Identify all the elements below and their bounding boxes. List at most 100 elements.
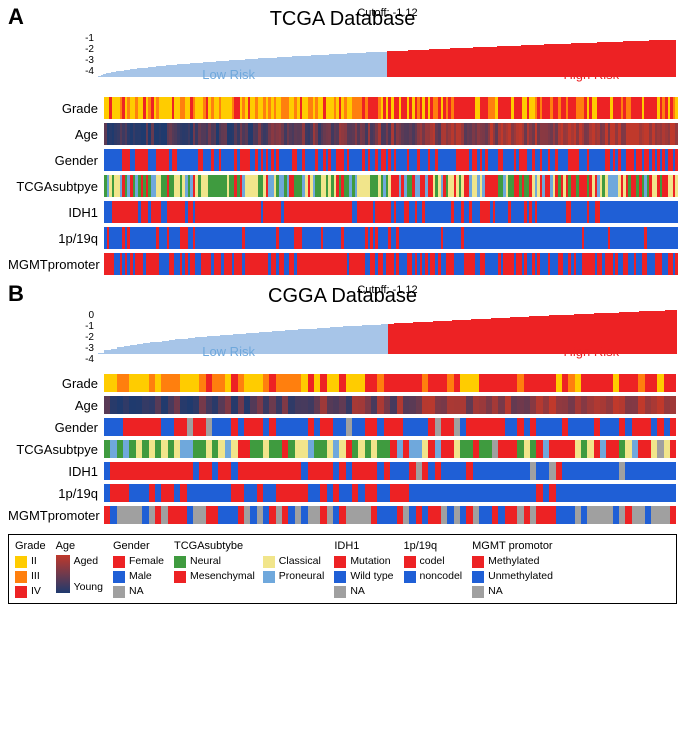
panel-a-risk: -1-2-3-4 Cutoff: -1.12 Low Risk High Ris…	[98, 33, 677, 93]
track-row: IDH1	[8, 201, 677, 223]
legend-col: IDH1 Mutation Wild type NA	[334, 540, 393, 598]
legend-title: 1p/19q	[404, 540, 463, 552]
legend-label: Proneural	[279, 570, 325, 583]
track-row: Age	[8, 123, 677, 145]
legend-label: Mesenchymal	[190, 570, 255, 583]
swatch-icon	[174, 556, 186, 568]
swatch-icon	[15, 571, 27, 583]
legend-item: Mesenchymal	[174, 570, 255, 583]
track-label: MGMTpromoter	[8, 508, 104, 523]
track-label: 1p/19q	[8, 231, 104, 246]
track-strip	[104, 374, 677, 392]
risk-axis-b: 0-1-2-3-4	[70, 310, 94, 354]
cutoff-a: Cutoff: -1.12	[357, 7, 417, 19]
legend-label: Methylated	[488, 555, 539, 568]
track-label: TCGAsubtpye	[8, 442, 104, 457]
panel-b-risk: 0-1-2-3-4 Cutoff: -1.12 Low Risk High Ri…	[98, 310, 677, 370]
legend-label: Mutation	[350, 555, 390, 568]
legend-label: Female	[129, 555, 164, 568]
legend-title: IDH1	[334, 540, 393, 552]
legend-label: noncodel	[420, 570, 463, 583]
panel-a: A TCGA Database -1-2-3-4 Cutoff: -1.12 L…	[8, 8, 677, 275]
swatch-icon	[404, 571, 416, 583]
track-strip	[104, 484, 677, 502]
panel-b-title: CGGA Database	[8, 285, 677, 308]
legend-label: NA	[488, 585, 503, 598]
legend-item: Male	[113, 570, 164, 583]
legend-label: codel	[420, 555, 445, 568]
legend-label: NA	[129, 585, 144, 598]
swatch-icon	[334, 571, 346, 583]
swatch-icon	[113, 586, 125, 598]
track-row: Gender	[8, 418, 677, 436]
legend-label: NA	[350, 585, 365, 598]
legend-item: IV	[15, 585, 46, 598]
legend-item: NA	[113, 585, 164, 598]
legend-title: TCGAsubtybe	[174, 540, 324, 552]
track-label: Age	[8, 127, 104, 142]
track-strip	[104, 97, 677, 119]
legend-label: III	[31, 570, 40, 583]
swatch-icon	[472, 571, 484, 583]
low-risk-a: Low Risk	[202, 67, 255, 82]
risk-axis-a: -1-2-3-4	[70, 33, 94, 77]
legend: GradeIIIIIIVAgeAgedYoungGenderFemaleMale…	[8, 534, 677, 604]
legend-label: Young	[74, 581, 103, 593]
legend-title: MGMT promotor	[472, 540, 553, 552]
legend-col: 1p/19q codel noncodel	[404, 540, 463, 598]
legend-item: Wild type	[334, 570, 393, 583]
swatch-icon	[334, 556, 346, 568]
track-label: 1p/19q	[8, 486, 104, 501]
high-risk-b: High Risk	[563, 344, 619, 359]
legend-item: Unmethylated	[472, 570, 553, 583]
track-row: TCGAsubtpye	[8, 175, 677, 197]
cutoff-b: Cutoff: -1.12	[357, 284, 417, 296]
tracks-b: Grade Age Gender TCGAsubtpye IDH1 1p/19q MGMTp…	[8, 374, 677, 524]
panel-a-title: TCGA Database	[8, 8, 677, 31]
track-label: IDH1	[8, 464, 104, 479]
track-label: Gender	[8, 153, 104, 168]
track-label: Grade	[8, 376, 104, 391]
swatch-icon	[15, 586, 27, 598]
track-row: MGMTpromoter	[8, 506, 677, 524]
legend-title: Age	[56, 540, 103, 552]
track-strip	[104, 440, 677, 458]
legend-title: Gender	[113, 540, 164, 552]
track-strip	[104, 227, 677, 249]
legend-label: II	[31, 555, 37, 568]
track-label: Gender	[8, 420, 104, 435]
legend-label: Unmethylated	[488, 570, 553, 583]
track-strip	[104, 253, 677, 275]
swatch-icon	[263, 556, 275, 568]
panel-b: B CGGA Database 0-1-2-3-4 Cutoff: -1.12 …	[8, 285, 677, 524]
tracks-a: Grade Age Gender TCGAsubtpye IDH1 1p/19q MGMTp…	[8, 97, 677, 275]
swatch-icon	[15, 556, 27, 568]
legend-item: Female	[113, 555, 164, 568]
track-strip	[104, 462, 677, 480]
track-label: TCGAsubtpye	[8, 179, 104, 194]
track-strip	[104, 396, 677, 414]
track-row: Grade	[8, 97, 677, 119]
track-label: Grade	[8, 101, 104, 116]
swatch-icon	[472, 586, 484, 598]
legend-item: III	[15, 570, 46, 583]
legend-col: Gender Female Male NA	[113, 540, 164, 598]
track-row: TCGAsubtpye	[8, 440, 677, 458]
track-label: MGMTpromoter	[8, 257, 104, 272]
age-gradient-icon	[56, 555, 70, 593]
track-strip	[104, 149, 677, 171]
track-row: MGMTpromoter	[8, 253, 677, 275]
legend-item: codel	[404, 555, 463, 568]
track-strip	[104, 201, 677, 223]
track-label: Age	[8, 398, 104, 413]
legend-item: Proneural	[263, 570, 325, 583]
legend-col-subtype: TCGAsubtybeNeuralClassicalMesenchymalPro…	[174, 540, 324, 598]
swatch-icon	[472, 556, 484, 568]
swatch-icon	[113, 571, 125, 583]
high-risk-a: High Risk	[563, 67, 619, 82]
legend-item: II	[15, 555, 46, 568]
panel-a-label: A	[8, 4, 24, 30]
track-strip	[104, 175, 677, 197]
legend-item: NA	[472, 585, 553, 598]
track-label: IDH1	[8, 205, 104, 220]
